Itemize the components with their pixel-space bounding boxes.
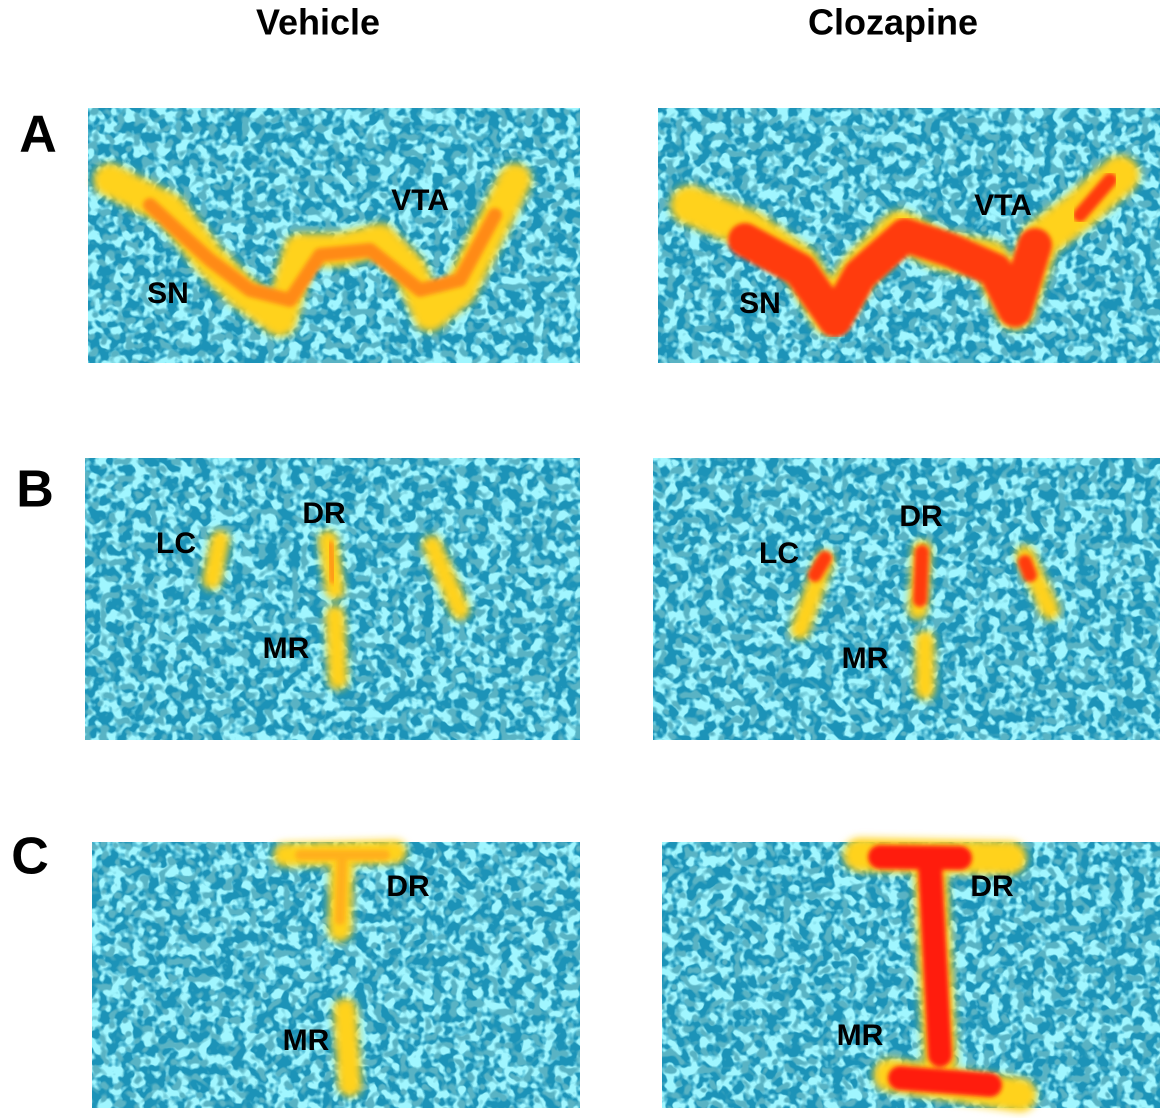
- region-label: LC: [759, 537, 799, 570]
- region-label: DR: [302, 497, 346, 530]
- row-letter: C: [11, 828, 49, 886]
- region-label: MR: [263, 632, 310, 665]
- region-label: VTA: [974, 189, 1032, 222]
- column-header: Clozapine: [808, 2, 978, 43]
- region-label: DR: [970, 870, 1014, 903]
- region-label: MR: [842, 642, 889, 675]
- region-label: LC: [156, 527, 196, 560]
- region-label: DR: [386, 870, 430, 903]
- region-label: MR: [283, 1024, 330, 1057]
- page: Vehicle Clozapine A SN VTA SN VTA B LC DR MR LC DR…: [0, 0, 1163, 1118]
- region-label: SN: [147, 277, 189, 310]
- figure: Vehicle Clozapine A SN VTA SN VTA B LC DR MR LC DR…: [0, 0, 1163, 1118]
- region-label: DR: [899, 500, 943, 533]
- region-label: VTA: [391, 184, 449, 217]
- row-letter: A: [19, 106, 57, 164]
- column-header: Vehicle: [256, 2, 380, 43]
- region-label: SN: [739, 287, 781, 320]
- row-letter: B: [16, 461, 54, 519]
- region-label: MR: [837, 1019, 884, 1052]
